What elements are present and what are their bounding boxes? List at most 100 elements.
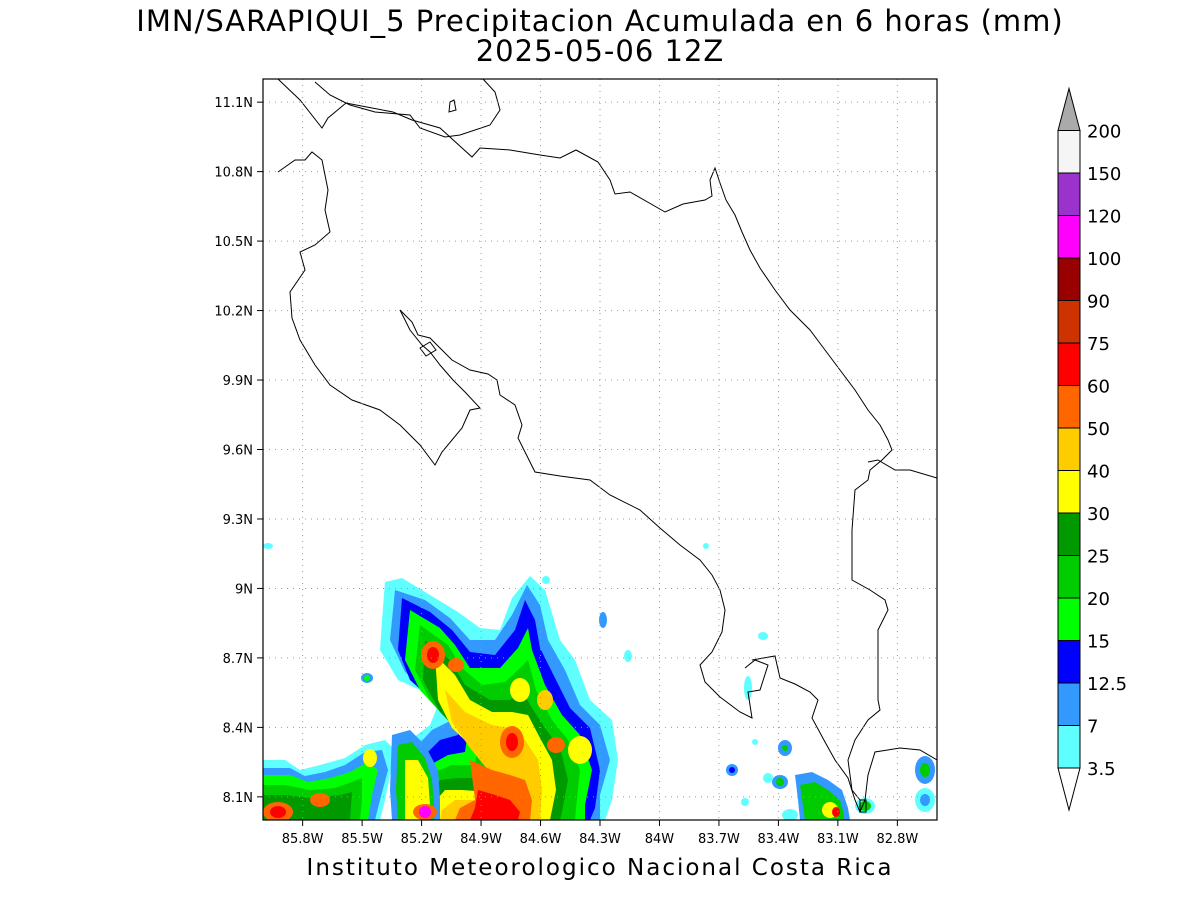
x-tick-label: 83.1W	[817, 832, 859, 847]
colorbar-segment	[1057, 725, 1081, 769]
x-tick-label: 84.3W	[579, 832, 621, 847]
precip-cell	[510, 678, 530, 702]
colorbar-label: 200	[1087, 122, 1121, 143]
colorbar-segment	[1057, 555, 1081, 599]
precip-cell	[263, 543, 273, 549]
colorbar-segment	[1057, 130, 1081, 174]
y-tick-label: 10.2N	[214, 305, 253, 320]
precip-cell	[859, 801, 871, 811]
precip-cell	[364, 675, 370, 681]
x-tick-label: 85.2W	[401, 832, 443, 847]
island-north	[448, 99, 457, 113]
precip-cell	[758, 632, 768, 640]
precip-cell	[782, 745, 788, 751]
colorbar-label: 40	[1087, 462, 1110, 483]
colorbar-label: 100	[1087, 249, 1121, 270]
lat-lon-grid	[263, 79, 937, 820]
colorbar-label: 60	[1087, 377, 1110, 398]
colorbar-max-arrow	[1057, 86, 1081, 131]
precip-cell	[542, 576, 550, 584]
x-tick-label: 84.9W	[460, 832, 502, 847]
y-tick-label: 10.5N	[214, 235, 253, 250]
colorbar: 3.5 7 12.5 15 20 25 30 40 50 60 75 90 100 120 150 200	[1057, 86, 1127, 812]
y-tick-label: 10.8N	[214, 166, 253, 181]
map-title: IMN/SARAPIQUI_5 Precipitacion Acumulada …	[136, 4, 1064, 38]
y-tick-label: 9.9N	[223, 374, 253, 389]
precipitation-field	[263, 543, 935, 820]
colorbar-label: 20	[1087, 589, 1110, 610]
colorbar-label: 120	[1087, 207, 1121, 228]
precip-cell	[547, 737, 565, 753]
x-axis-ticks: 85.8W 85.5W 85.2W 84.9W 84.6W 84.3W 84W 83.7W 83…	[282, 820, 918, 847]
colorbar-segment	[1057, 682, 1081, 726]
golfo-dulce	[751, 655, 937, 814]
colorbar-label: 25	[1087, 547, 1110, 568]
x-tick-label: 84.6W	[520, 832, 562, 847]
colorbar-label: 15	[1087, 632, 1110, 653]
nicaragua-coast	[277, 79, 727, 213]
precip-cell	[782, 809, 798, 820]
gulf-of-nicoya	[399, 309, 769, 719]
precip-cell	[599, 612, 607, 628]
colorbar-segment	[1057, 427, 1081, 471]
colorbar-segment	[1057, 385, 1081, 429]
precip-cell	[920, 763, 930, 777]
precip-cell	[568, 736, 592, 764]
precip-cell	[419, 806, 431, 818]
colorbar-min-arrow	[1057, 767, 1081, 812]
precip-cell	[703, 543, 709, 549]
colorbar-label: 90	[1087, 292, 1110, 313]
precip-cell	[832, 807, 840, 817]
x-tick-label: 84W	[645, 832, 675, 847]
precip-cell	[624, 650, 632, 662]
x-tick-label: 85.5W	[341, 832, 383, 847]
precip-cell	[763, 773, 773, 783]
precip-cell	[537, 690, 553, 710]
panama-border	[867, 459, 937, 479]
map-footer: Instituto Meteorologico Nacional Costa R…	[306, 855, 894, 881]
colorbar-label: 12.5	[1087, 674, 1127, 695]
colorbar-segment	[1057, 300, 1081, 344]
x-tick-label: 83.7W	[698, 832, 740, 847]
precip-area	[470, 790, 520, 820]
y-tick-label: 9.6N	[223, 444, 253, 459]
island-gulf	[419, 341, 437, 357]
colorbar-label: 7	[1087, 717, 1098, 738]
precip-cell	[741, 798, 749, 806]
coastline	[277, 79, 937, 814]
caribbean-coast	[725, 199, 893, 801]
y-tick-label: 9N	[235, 582, 253, 597]
precip-cell	[427, 647, 439, 663]
colorbar-label: 50	[1087, 419, 1110, 440]
colorbar-segment	[1057, 257, 1081, 301]
precip-cell	[752, 739, 758, 745]
precip-cell	[729, 767, 735, 773]
x-tick-label: 82.8W	[876, 832, 918, 847]
x-tick-label: 85.8W	[282, 832, 324, 847]
colorbar-label: 3.5	[1087, 759, 1116, 780]
precip-cell	[776, 778, 784, 786]
colorbar-label: 75	[1087, 334, 1110, 355]
colorbar-segment	[1057, 215, 1081, 259]
precip-cell	[744, 676, 752, 700]
y-tick-label: 9.3N	[223, 513, 253, 528]
colorbar-segment	[1057, 512, 1081, 556]
y-axis-ticks: 11.1N 10.8N 10.5N 10.2N 9.9N 9.6N 9.3N 9N 8.7N 8.…	[214, 96, 263, 806]
y-tick-label: 8.7N	[223, 652, 253, 667]
colorbar-segment	[1057, 470, 1081, 514]
colorbar-label: 30	[1087, 504, 1110, 525]
y-tick-label: 11.1N	[214, 96, 253, 111]
map-subtitle: 2025-05-06 12Z	[475, 34, 725, 68]
nicaragua-inland	[314, 79, 501, 138]
precip-cell	[270, 806, 286, 818]
precip-cell	[920, 794, 930, 806]
precip-cell	[506, 733, 518, 751]
precip-cell	[448, 658, 464, 672]
y-tick-label: 8.1N	[223, 791, 253, 806]
pacific-coast-nicoya	[277, 151, 481, 466]
colorbar-segment	[1057, 172, 1081, 216]
colorbar-segment	[1057, 597, 1081, 641]
x-tick-label: 83.4W	[758, 832, 800, 847]
y-tick-label: 8.4N	[223, 721, 253, 736]
